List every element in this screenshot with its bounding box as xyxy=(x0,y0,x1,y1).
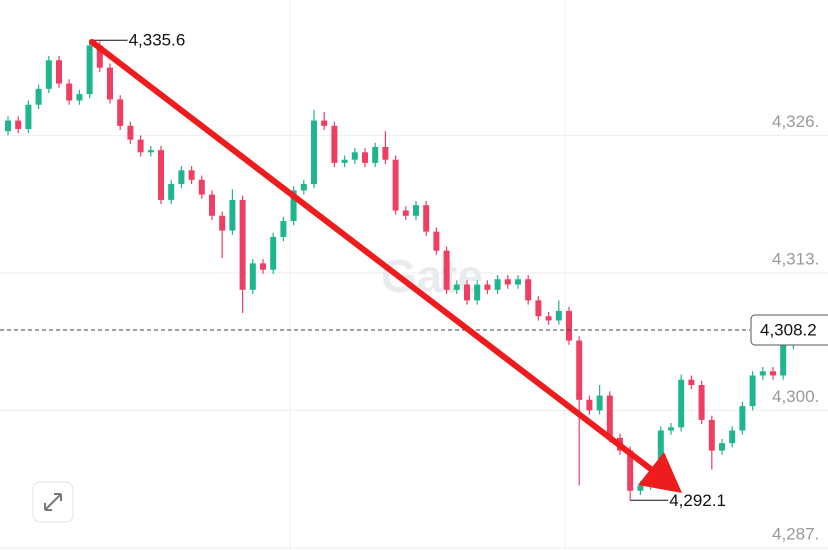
annotation-label: 4,335.6 xyxy=(129,31,186,50)
y-tick-label: 4,287. xyxy=(772,524,819,543)
candle-body xyxy=(372,147,379,163)
candle-body xyxy=(780,344,787,376)
candle-body xyxy=(351,152,358,160)
candle-body xyxy=(229,199,236,231)
candle-body xyxy=(413,205,419,216)
candle-body xyxy=(729,430,736,444)
candle-body xyxy=(76,94,83,101)
candle-body xyxy=(56,60,62,84)
candle-body xyxy=(525,279,532,301)
candle-body xyxy=(178,170,185,185)
annotation-label: 4,292.1 xyxy=(669,491,726,510)
candle-body xyxy=(504,279,511,285)
candle-body xyxy=(566,310,572,341)
candle-body xyxy=(688,379,695,385)
trend-arrow xyxy=(89,39,682,493)
candle-body xyxy=(576,340,583,400)
candle-body xyxy=(759,371,766,376)
candle-body xyxy=(198,179,205,195)
candle-body xyxy=(402,210,409,216)
candle-body xyxy=(606,395,613,438)
arrow-head xyxy=(638,452,682,493)
y-tick-label: 4,313. xyxy=(772,249,819,268)
candle-body xyxy=(280,221,287,237)
candle-body xyxy=(311,120,317,185)
candle-body xyxy=(555,310,562,321)
candle-body xyxy=(586,399,593,411)
candle-body xyxy=(515,279,521,285)
candle-body xyxy=(249,263,256,290)
y-tick-label: 4,300. xyxy=(772,387,819,406)
candle-body xyxy=(596,395,603,411)
last-price-label: 4,308.2 xyxy=(760,320,817,339)
candle-body xyxy=(127,125,134,140)
candle-body xyxy=(270,236,277,270)
candle-body xyxy=(137,139,144,153)
candle-body xyxy=(678,379,685,428)
candle-body xyxy=(637,485,644,491)
candle-body xyxy=(35,88,42,105)
candle-body xyxy=(708,419,715,451)
candle-body xyxy=(474,284,481,301)
candle-body xyxy=(668,427,674,431)
candle-body xyxy=(117,99,124,126)
candle-body xyxy=(66,83,73,101)
candle-body xyxy=(392,159,399,211)
candle-body xyxy=(290,190,297,222)
candle-body xyxy=(239,199,246,290)
candle-body xyxy=(698,385,705,420)
candle-body xyxy=(443,250,450,290)
candle-body xyxy=(770,371,776,376)
candle-body xyxy=(535,300,542,317)
candle-body xyxy=(147,150,154,153)
candle-body xyxy=(107,67,113,100)
candle-body xyxy=(86,45,93,95)
candle-body xyxy=(96,45,103,68)
expand-icon xyxy=(44,493,62,511)
candle-body xyxy=(158,150,164,200)
candle-body xyxy=(260,263,266,270)
candle-body xyxy=(484,284,491,290)
candle-body xyxy=(382,147,389,160)
candle-body xyxy=(749,375,756,407)
candle-body xyxy=(5,120,11,132)
candle-body xyxy=(45,60,52,89)
y-tick-label: 4,326. xyxy=(772,112,819,131)
candle-body xyxy=(331,125,338,163)
arrow-shaft xyxy=(89,39,655,473)
candle-body xyxy=(719,443,725,451)
candle-body xyxy=(453,284,460,290)
candle-body xyxy=(464,284,470,301)
candle-body xyxy=(657,430,664,481)
expand-button[interactable] xyxy=(32,481,74,523)
candle-body xyxy=(423,205,430,232)
candle-body xyxy=(168,184,175,200)
candle-body xyxy=(300,184,307,191)
candle-body xyxy=(494,279,501,290)
candle-body xyxy=(15,120,22,130)
candle-body xyxy=(341,159,348,163)
candle-body xyxy=(739,406,746,431)
candle-body xyxy=(545,316,552,321)
last-price-box xyxy=(750,314,828,346)
candle-body xyxy=(188,170,195,180)
grid: 4,326. 4,313. 4,300. 4,287. xyxy=(0,112,828,549)
candle-body xyxy=(219,215,226,231)
candle-body xyxy=(209,194,215,216)
candle-body xyxy=(362,152,368,163)
candle-body xyxy=(433,231,440,251)
candle-body xyxy=(627,450,634,491)
candle-body xyxy=(25,104,32,130)
candle-body xyxy=(321,120,328,126)
overlay: 4,335.6 4,292.1 4,308.2 xyxy=(0,31,828,510)
